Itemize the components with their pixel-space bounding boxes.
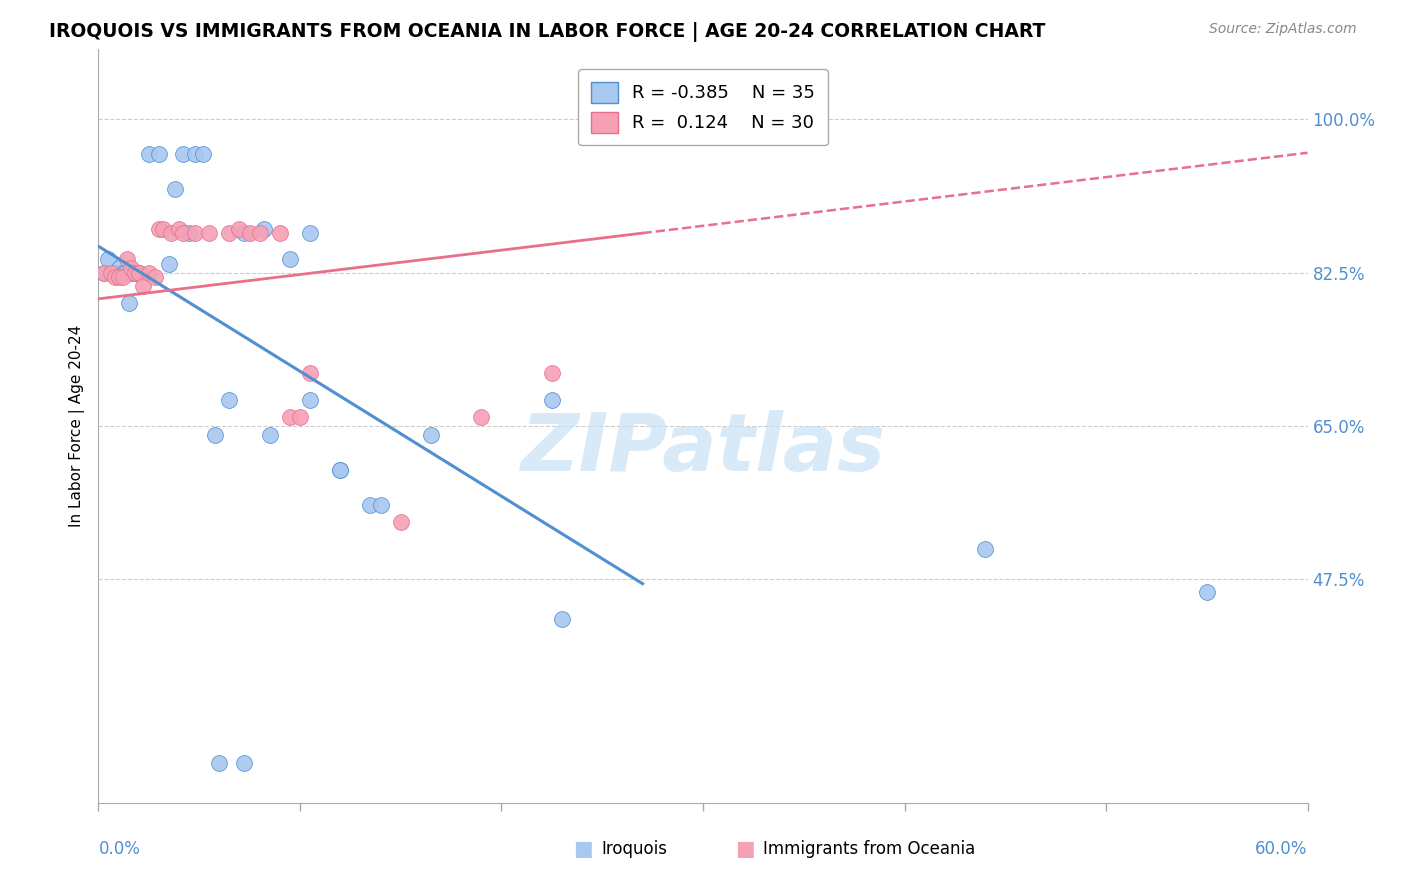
Legend: R = -0.385    N = 35, R =  0.124    N = 30: R = -0.385 N = 35, R = 0.124 N = 30 — [578, 70, 828, 145]
Point — [124, 266, 146, 280]
Point — [163, 182, 186, 196]
Point — [172, 226, 194, 240]
Point — [93, 266, 115, 280]
Point — [470, 410, 492, 425]
Point — [329, 463, 352, 477]
Point — [218, 226, 240, 240]
Point — [111, 269, 134, 284]
Point — [299, 367, 322, 381]
Point — [167, 221, 190, 235]
Point — [259, 427, 281, 442]
Text: ■: ■ — [735, 839, 755, 859]
Point — [115, 252, 138, 267]
Y-axis label: In Labor Force | Age 20-24: In Labor Force | Age 20-24 — [69, 325, 84, 527]
Point — [184, 147, 207, 161]
Point — [288, 410, 311, 425]
Point — [389, 516, 412, 530]
Point — [1195, 585, 1218, 599]
Point — [172, 147, 194, 161]
Point — [152, 221, 174, 235]
Point — [540, 367, 562, 381]
Point — [148, 221, 170, 235]
Point — [232, 226, 254, 240]
Text: Immigrants from Oceania: Immigrants from Oceania — [763, 840, 976, 858]
Point — [103, 269, 125, 284]
Point — [204, 427, 226, 442]
Point — [138, 147, 160, 161]
Text: ■: ■ — [574, 839, 593, 859]
Point — [143, 269, 166, 284]
Point — [299, 392, 322, 407]
Text: 60.0%: 60.0% — [1256, 840, 1308, 858]
Point — [551, 612, 574, 626]
Point — [278, 252, 301, 267]
Point — [111, 266, 134, 280]
Point — [114, 266, 136, 280]
Point — [329, 463, 352, 477]
Point — [299, 226, 322, 240]
Point — [419, 427, 441, 442]
Point — [232, 756, 254, 771]
Point — [100, 266, 122, 280]
Point — [97, 252, 120, 267]
Text: 0.0%: 0.0% — [98, 840, 141, 858]
Point — [360, 498, 382, 512]
Point — [184, 226, 207, 240]
Point — [107, 269, 129, 284]
Point — [193, 147, 215, 161]
Point — [124, 266, 146, 280]
Point — [249, 226, 271, 240]
Point — [107, 261, 129, 276]
Point — [974, 541, 997, 556]
Point — [118, 296, 141, 310]
Point — [278, 410, 301, 425]
Point — [218, 392, 240, 407]
Point — [120, 266, 142, 280]
Point — [103, 266, 125, 280]
Point — [253, 221, 276, 235]
Text: ZIPatlas: ZIPatlas — [520, 409, 886, 488]
Point — [128, 266, 150, 280]
Point — [120, 261, 142, 276]
Point — [128, 266, 150, 280]
Text: IROQUOIS VS IMMIGRANTS FROM OCEANIA IN LABOR FORCE | AGE 20-24 CORRELATION CHART: IROQUOIS VS IMMIGRANTS FROM OCEANIA IN L… — [49, 22, 1046, 42]
Point — [157, 257, 180, 271]
Point — [540, 392, 562, 407]
Point — [177, 226, 201, 240]
Point — [269, 226, 291, 240]
Point — [160, 226, 183, 240]
Point — [198, 226, 221, 240]
Point — [93, 266, 115, 280]
Point — [370, 498, 392, 512]
Point — [228, 221, 250, 235]
Point — [148, 147, 170, 161]
Point — [132, 278, 155, 293]
Point — [138, 266, 160, 280]
Point — [208, 756, 231, 771]
Point — [239, 226, 262, 240]
Text: Iroquois: Iroquois — [602, 840, 668, 858]
Text: Source: ZipAtlas.com: Source: ZipAtlas.com — [1209, 22, 1357, 37]
